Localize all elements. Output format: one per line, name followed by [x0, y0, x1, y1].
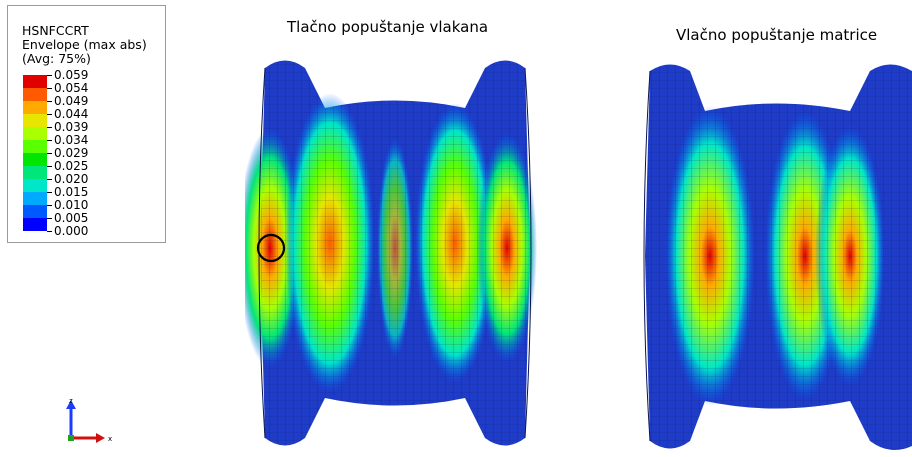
- triad-x-label: x: [108, 435, 112, 443]
- legend-tick-mark: [47, 127, 52, 128]
- legend-tick-mark: [47, 101, 52, 102]
- left-panel-title: Tlačno popuštanje vlakana: [287, 18, 489, 36]
- legend-tick-label: 0.029: [54, 146, 89, 160]
- color-bar-band: [23, 88, 47, 101]
- legend-tick-mark: [47, 153, 52, 154]
- legend-envelope: Envelope (max abs): [22, 37, 147, 52]
- legend-tick-mark: [47, 75, 52, 76]
- axis-triad: z x: [66, 397, 112, 443]
- legend-tick-label: 0.044: [54, 107, 89, 121]
- failure-marker-circle: [256, 233, 286, 263]
- legend-tick-label: 0.015: [54, 185, 89, 199]
- legend-tick-label: 0.025: [54, 159, 89, 173]
- color-bar-band: [23, 101, 47, 114]
- color-bar-band: [23, 218, 47, 231]
- legend-tick-label: 0.049: [54, 94, 89, 108]
- legend-tick-mark: [47, 231, 52, 232]
- color-bar-band: [23, 205, 47, 218]
- left-wheel-model: [245, 60, 537, 446]
- legend-tick-mark: [47, 192, 52, 193]
- legend-tick-label: 0.039: [54, 120, 89, 134]
- legend-tick-mark: [47, 166, 52, 167]
- legend-tick-label: 0.054: [54, 81, 89, 95]
- legend-tick-mark: [47, 140, 52, 141]
- color-bar-band: [23, 114, 47, 127]
- color-bar-band: [23, 140, 47, 153]
- color-bar-band: [23, 166, 47, 179]
- contour-legend: HSNFCCRT Envelope (max abs) (Avg: 75%) 0…: [7, 5, 166, 243]
- color-bar-band: [23, 127, 47, 140]
- color-bar-band: [23, 192, 47, 205]
- triad-z-label: z: [69, 397, 73, 405]
- legend-variable: HSNFCCRT: [22, 23, 89, 38]
- color-bar: [23, 75, 47, 231]
- right-wheel-model: [643, 64, 912, 450]
- color-bar-band: [23, 75, 47, 88]
- legend-tick-label: 0.000: [54, 224, 89, 238]
- legend-tick-mark: [47, 114, 52, 115]
- legend-tick-label: 0.020: [54, 172, 89, 186]
- legend-tick-mark: [47, 218, 52, 219]
- legend-averaging: (Avg: 75%): [22, 51, 91, 66]
- legend-tick-label: 0.005: [54, 211, 89, 225]
- legend-tick-label: 0.034: [54, 133, 89, 147]
- legend-tick-label: 0.010: [54, 198, 89, 212]
- legend-tick-mark: [47, 205, 52, 206]
- color-bar-band: [23, 153, 47, 166]
- legend-tick-label: 0.059: [54, 68, 89, 82]
- color-bar-band: [23, 179, 47, 192]
- legend-tick-mark: [47, 88, 52, 89]
- legend-tick-mark: [47, 179, 52, 180]
- right-panel-title: Vlačno popuštanje matrice: [676, 26, 878, 44]
